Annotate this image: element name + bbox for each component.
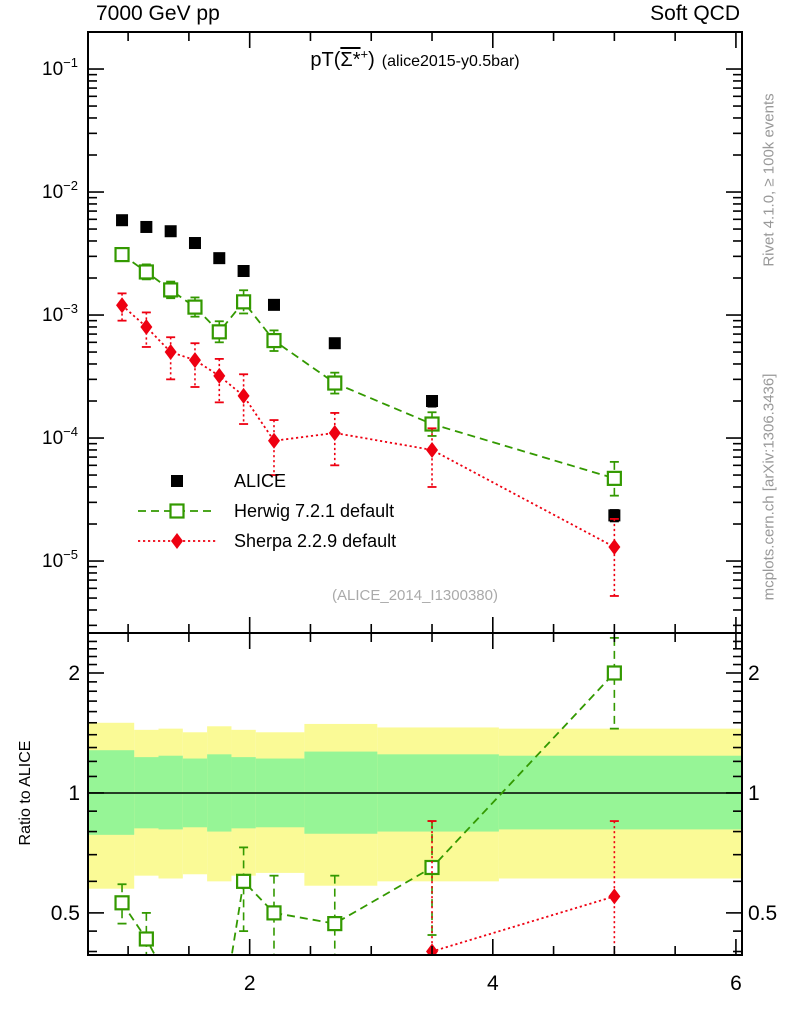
main-series: [114, 214, 622, 597]
rivet-version-note: Rivet 4.1.0, ≥ 100k events: [760, 93, 778, 267]
alice-marker-icon: [171, 475, 183, 487]
svg-text:2: 2: [748, 662, 760, 685]
svg-text:1: 1: [68, 782, 80, 805]
analysis-watermark: (ALICE_2014_I1300380): [332, 587, 498, 604]
panel-frames: [87, 31, 743, 956]
herwig-marker-icon: [138, 503, 216, 519]
ratio-series: [114, 636, 622, 955]
svg-text:2: 2: [244, 972, 256, 995]
svg-text:10−3: 10−3: [42, 301, 78, 326]
legend-label: ALICE: [234, 470, 287, 491]
plot-title-annotation: (alice2015-y0.5bar): [381, 52, 520, 70]
svg-text:4: 4: [487, 972, 499, 995]
legend-item-sherpa: Sherpa 2.2.9 default: [134, 526, 396, 556]
legend: ALICE Herwig 7.2.1 default Sherpa 2.2.9 …: [134, 466, 396, 556]
axis-tick-labels: 10−1 10−2 10−3 10−4 10−5 0.5 0.5 1 1 2 2 2 4 6: [42, 55, 777, 995]
svg-text:10−4: 10−4: [42, 424, 78, 449]
legend-label: Sherpa 2.2.9 default: [234, 530, 397, 551]
plot-title: pT(Σ*+) (alice2015-y0.5bar): [88, 46, 742, 72]
plot-title-observable: pT(Σ*+): [310, 46, 375, 71]
legend-label: Herwig 7.2.1 default: [234, 500, 395, 521]
svg-text:0.5: 0.5: [51, 902, 80, 925]
svg-text:10−2: 10−2: [42, 178, 78, 203]
axis-ticks: [89, 33, 741, 954]
sherpa-marker-icon: [138, 533, 216, 549]
legend-item-alice: ALICE: [134, 466, 396, 496]
svg-text:10−1: 10−1: [42, 55, 78, 80]
svg-text:2: 2: [68, 662, 80, 685]
header-process-label: Soft QCD: [650, 2, 740, 25]
svg-text:0.5: 0.5: [748, 902, 777, 925]
ratio-axis-label: Ratio to ALICE: [17, 740, 34, 846]
svg-text:6: 6: [730, 972, 742, 995]
ratio-uncertainty-bands: [88, 722, 742, 889]
svg-text:1: 1: [748, 782, 760, 805]
mcplots-arxiv-note: mcplots.cern.ch [arXiv:1306.3436]: [760, 373, 778, 601]
header-beam-label: 7000 GeV pp: [96, 2, 220, 25]
legend-item-herwig: Herwig 7.2.1 default: [134, 496, 396, 526]
svg-text:10−5: 10−5: [42, 547, 78, 572]
